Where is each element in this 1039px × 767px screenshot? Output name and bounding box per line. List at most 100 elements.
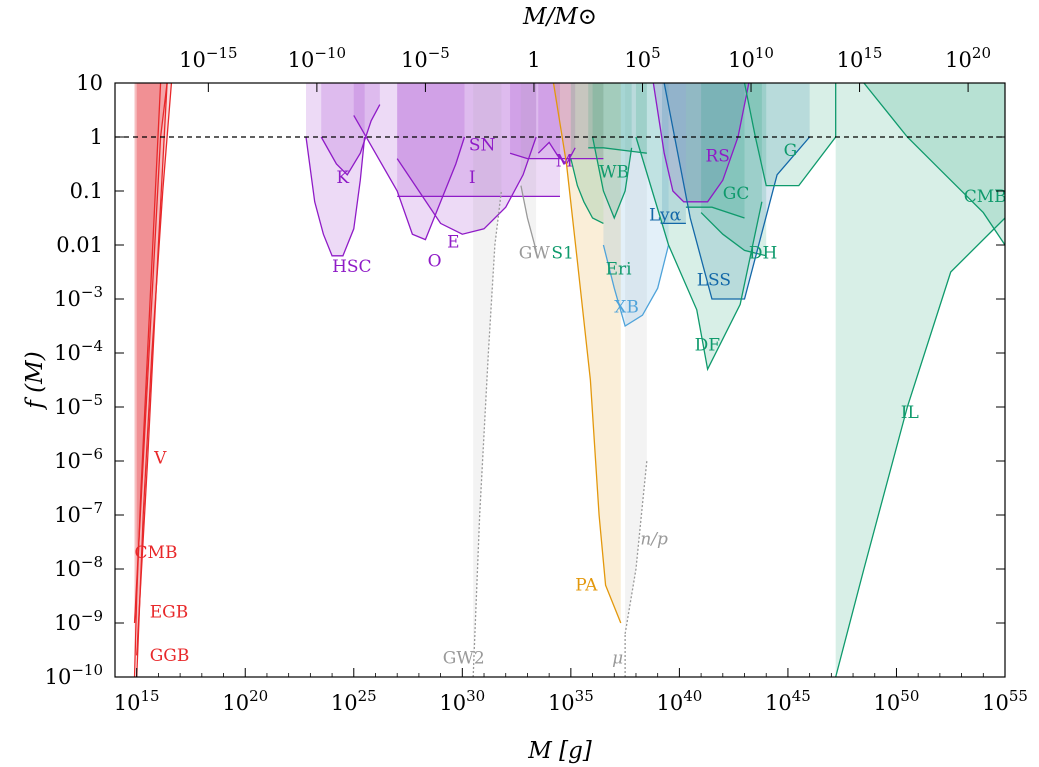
y-tick-label: 10−7 bbox=[54, 499, 103, 527]
bottom-tick-label: 1030 bbox=[439, 687, 485, 715]
curve-xb bbox=[602, 244, 670, 328]
y-tick-label: 0.01 bbox=[56, 233, 103, 257]
label-g: G bbox=[784, 141, 798, 161]
label-gw: GW bbox=[519, 244, 551, 264]
bottom-tick-label: 1035 bbox=[548, 687, 594, 715]
region-gc bbox=[685, 83, 745, 218]
curve-dh bbox=[700, 212, 767, 257]
label-e: E bbox=[447, 233, 459, 253]
curve-o bbox=[353, 115, 466, 241]
label-layer: V CMB EGB GGB HSC K OE SN I M RS GW GW2 n/p μ PA S1 WB Eri… bbox=[135, 136, 1007, 669]
y-tick-label: 10 bbox=[76, 71, 103, 95]
region-il bbox=[835, 83, 1005, 677]
curve-lss bbox=[663, 82, 811, 300]
curve-wb bbox=[588, 147, 647, 154]
label-m: M bbox=[556, 152, 573, 172]
region-ly- bbox=[662, 83, 686, 224]
curve-gw bbox=[520, 185, 537, 251]
curve-n-p bbox=[624, 460, 648, 634]
label-v: V bbox=[153, 449, 167, 469]
y-tick-label: 10−9 bbox=[54, 607, 103, 635]
curve-g bbox=[743, 82, 837, 187]
region-df bbox=[635, 83, 762, 370]
curve-eri bbox=[591, 136, 633, 220]
bottom-tick-label: 1040 bbox=[656, 687, 702, 715]
label-pa: PA bbox=[575, 576, 598, 596]
region-n-p bbox=[625, 83, 647, 634]
region-i bbox=[397, 83, 560, 197]
curve-gw2 bbox=[472, 190, 503, 678]
y-tick-label: 10−6 bbox=[54, 445, 103, 473]
curve-pa bbox=[552, 82, 622, 624]
region-gw bbox=[520, 83, 537, 251]
bottom-tick-label: 1055 bbox=[982, 687, 1028, 715]
curve-layer bbox=[115, 82, 1006, 678]
top-tick-label: 1020 bbox=[945, 44, 991, 72]
region-v bbox=[134, 83, 161, 677]
label-df: DF bbox=[695, 335, 721, 355]
curve-s1 bbox=[570, 158, 604, 224]
y-tick-label: 10−5 bbox=[54, 391, 103, 419]
label-cmb: CMB bbox=[135, 543, 178, 563]
curve-hsc bbox=[305, 136, 366, 257]
top-tick-label: 10−10 bbox=[288, 44, 346, 72]
label-dh: DH bbox=[749, 244, 777, 264]
y-tick-label: 10−3 bbox=[54, 283, 103, 311]
y-axis-title: f (M) bbox=[22, 351, 48, 410]
top-tick-label: 10−5 bbox=[401, 44, 450, 72]
label-gw2: GW2 bbox=[443, 649, 485, 669]
region-cmb bbox=[134, 83, 168, 623]
curve-cmb bbox=[863, 82, 1006, 246]
region-egb bbox=[136, 83, 172, 677]
region-o bbox=[353, 83, 465, 240]
bottom-tick-label: 1020 bbox=[222, 687, 268, 715]
label-k: K bbox=[336, 168, 349, 188]
label-hsc: HSC bbox=[332, 257, 371, 277]
region-gw2 bbox=[473, 83, 502, 677]
bottom-tick-label: 1050 bbox=[874, 687, 920, 715]
curve-il bbox=[835, 217, 1006, 678]
bottom-tick-label: 1045 bbox=[765, 687, 811, 715]
label-rs: RS bbox=[705, 146, 729, 166]
top-tick-label: 1010 bbox=[728, 44, 774, 72]
region-dh bbox=[701, 83, 767, 256]
region-k bbox=[321, 83, 380, 175]
label-cmb: CMB bbox=[964, 187, 1007, 207]
region-wb bbox=[588, 83, 647, 154]
curve-gc bbox=[685, 206, 745, 219]
curve-v bbox=[133, 82, 162, 678]
label-wb: WB bbox=[599, 163, 629, 183]
label-ggb: GGB bbox=[150, 646, 190, 666]
curve-ggb bbox=[136, 82, 168, 656]
y-tick-label: 10−10 bbox=[45, 661, 103, 689]
region-sn bbox=[510, 83, 604, 159]
top-tick-label: 1015 bbox=[837, 44, 883, 72]
label-eri: Eri bbox=[606, 260, 633, 280]
label-sn: SN bbox=[469, 136, 496, 156]
top-axis-title: M/M⊙ bbox=[522, 4, 597, 30]
curve-k bbox=[320, 104, 381, 176]
label-i: I bbox=[469, 168, 476, 188]
label-n-p: n/p bbox=[640, 530, 668, 550]
label--: μ bbox=[612, 649, 623, 669]
top-tick-label: 10−15 bbox=[179, 44, 237, 72]
label-gc: GC bbox=[723, 184, 750, 204]
top-tick-label: 1 bbox=[527, 48, 540, 72]
top-tick-label: 105 bbox=[624, 44, 660, 72]
curve-rs bbox=[652, 82, 750, 203]
plot-frame bbox=[114, 82, 1006, 678]
region-hsc bbox=[306, 83, 365, 256]
region-xb bbox=[603, 83, 669, 326]
y-tick-label: 10−8 bbox=[54, 553, 103, 581]
y-tick-label: 10−4 bbox=[54, 337, 103, 365]
label-il: IL bbox=[901, 403, 919, 423]
tick-layer: 1015 1020 1025 1030 1035 1040 1045 1050 1055 10−1… bbox=[45, 44, 1028, 715]
bottom-tick-label: 1015 bbox=[114, 687, 160, 715]
fill-layer bbox=[134, 83, 1005, 677]
label-egb: EGB bbox=[150, 603, 188, 623]
x-axis-title: M [g] bbox=[527, 738, 592, 764]
label-xb: XB bbox=[614, 298, 639, 318]
label-s1: S1 bbox=[551, 244, 573, 264]
bottom-tick-label: 1025 bbox=[331, 687, 377, 715]
